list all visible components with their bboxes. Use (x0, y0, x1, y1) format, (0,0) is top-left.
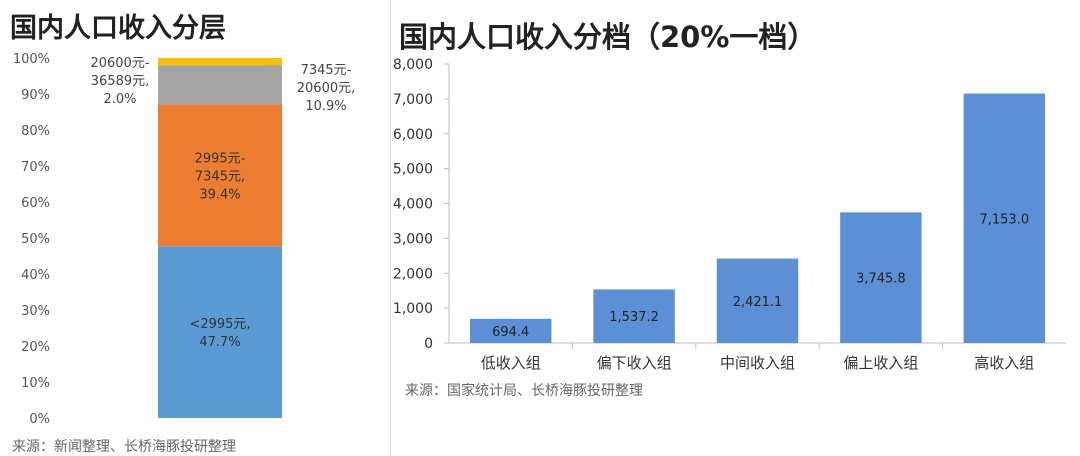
x-category-label: 高收入组 (974, 354, 1034, 372)
stack-segment (158, 246, 282, 418)
x-category-label: 偏下收入组 (597, 354, 672, 372)
bar (963, 93, 1046, 343)
stack-segment (158, 65, 282, 105)
bar-data-label: 7,153.0 (979, 212, 1029, 227)
bar-data-label: 1,537.2 (609, 310, 659, 325)
x-category-label: 中间收入组 (720, 354, 795, 372)
right-chart-title: 国内人口收入分档（20%一档） (399, 20, 817, 54)
y-tick-label: 7,000 (393, 92, 433, 108)
bar (469, 318, 552, 343)
y-tick-label: 3,000 (393, 231, 433, 247)
x-category-label: 低收入组 (481, 354, 541, 372)
x-category-label: 偏上收入组 (843, 354, 918, 372)
bar (593, 289, 675, 343)
y-tick-label: 30% (21, 304, 50, 319)
segment-data-label: 20600元- (90, 56, 149, 71)
y-tick-label: 60% (21, 196, 50, 211)
y-tick-label: 2,000 (393, 266, 433, 282)
segment-data-label: 39.4% (199, 187, 240, 202)
segment-data-label: 7345元- (301, 63, 352, 78)
y-tick-label: 0 (424, 336, 433, 352)
y-tick-label: 40% (21, 268, 50, 283)
segment-data-label: 7345元, (195, 169, 245, 184)
segment-data-label: 2995元- (195, 151, 246, 166)
stack-segment (158, 104, 282, 247)
right-chart-source: 来源：国家统计局、长桥海豚投研整理 (405, 383, 643, 399)
y-tick-label: 8,000 (393, 57, 433, 73)
y-tick-label: 100% (13, 52, 50, 67)
left-chart-source: 来源：新闻整理、长桥海豚投研整理 (12, 439, 236, 455)
income-quintile-bar-chart: 0 1,000 2,000 3,000 4,000 5,000 6,000 7,000 8,00… (393, 57, 1066, 372)
bar-data-label: 3,745.8 (856, 272, 906, 287)
y-tick-label: 50% (21, 232, 50, 247)
bar (716, 258, 799, 343)
segment-data-label: 47.7% (199, 335, 240, 350)
right-chart-panel: 国内人口收入分档（20%一档） 0 1,000 2,000 3,000 4,000 5,0… (391, 0, 1080, 456)
y-tick-label: 5,000 (393, 162, 433, 178)
y-tick-label: 0% (29, 412, 50, 427)
segment-data-label: <2995元, (189, 317, 250, 332)
bar (840, 212, 922, 343)
y-tick-label: 6,000 (393, 127, 433, 143)
y-tick-label: 70% (21, 160, 50, 175)
left-chart-panel: 国内人口收入分层 0% 10% 20% 30% 40% 50% 60% 70% 80% 90% 10… (0, 0, 391, 456)
y-tick-label: 4,000 (393, 197, 433, 213)
segment-data-label: 2.0% (103, 92, 136, 107)
bar-data-label: 2,421.1 (733, 295, 783, 310)
y-tick-label: 90% (21, 88, 50, 103)
y-tick-label: 20% (21, 340, 50, 355)
stack-segment (158, 58, 282, 66)
segment-data-label: 20600元, (297, 81, 356, 96)
stacked-bar-chart: 0% 10% 20% 30% 40% 50% 60% 70% 80% 90% 100% <2995元,… (13, 52, 356, 427)
bar-data-label: 694.4 (492, 325, 529, 340)
segment-data-label: 10.9% (305, 99, 346, 114)
y-tick-label: 80% (21, 124, 50, 139)
left-chart-title: 国内人口收入分层 (10, 13, 226, 44)
segment-data-label: 36589元, (91, 74, 150, 89)
y-tick-label: 1,000 (393, 301, 433, 317)
y-tick-label: 10% (21, 376, 50, 391)
